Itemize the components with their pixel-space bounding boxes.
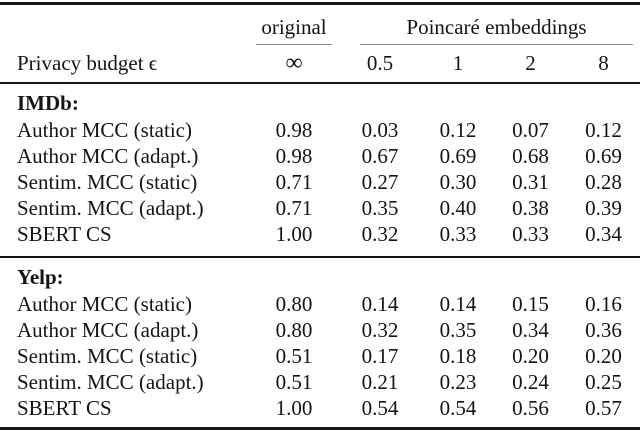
cell-value: 0.34 bbox=[512, 318, 549, 342]
row-label: Sentim. MCC (adapt.) bbox=[17, 370, 204, 394]
cell-value: 0.67 bbox=[361, 144, 399, 168]
cell-value: 0.54 bbox=[361, 396, 399, 420]
cell-value: 0.54 bbox=[439, 396, 477, 420]
cell-value: 0.14 bbox=[361, 292, 399, 316]
table-row: Author MCC (static) 0.80 0.14 0.14 0.15 … bbox=[0, 291, 640, 317]
epsilon-1: 1 bbox=[422, 45, 494, 84]
cell-value: 0.07 bbox=[512, 118, 549, 142]
cell-value: 1.00 bbox=[275, 396, 313, 420]
table-row: Author MCC (adapt.) 0.80 0.32 0.35 0.34 … bbox=[0, 317, 640, 343]
cell-value: 0.03 bbox=[361, 118, 399, 142]
row-label: Sentim. MCC (static) bbox=[17, 170, 198, 194]
epsilon-0-5: 0.5 bbox=[338, 45, 422, 84]
cell-value: 0.35 bbox=[361, 196, 399, 220]
cell-value: 0.38 bbox=[512, 196, 549, 220]
row-label: Author MCC (adapt.) bbox=[17, 144, 199, 168]
table-row: SBERT CS 1.00 0.54 0.54 0.56 0.57 bbox=[0, 395, 640, 427]
table-row: Sentim. MCC (adapt.) 0.71 0.35 0.40 0.38… bbox=[0, 195, 640, 221]
table-row: Sentim. MCC (static) 0.51 0.17 0.18 0.20… bbox=[0, 343, 640, 369]
original-group-header: original bbox=[256, 14, 332, 45]
cell-value: 0.25 bbox=[585, 370, 622, 394]
table-row: Author MCC (adapt.) 0.98 0.67 0.69 0.68 … bbox=[0, 143, 640, 169]
cell-value: 0.57 bbox=[585, 396, 622, 420]
cell-value: 0.23 bbox=[439, 370, 477, 394]
cell-value: 0.28 bbox=[585, 170, 622, 194]
cell-value: 0.15 bbox=[512, 292, 549, 316]
section-title-imdb: IMDb: bbox=[17, 91, 79, 115]
section-yelp: Yelp: Author MCC (static) 0.80 0.14 0.14… bbox=[0, 258, 640, 427]
cell-value: 0.80 bbox=[275, 318, 313, 342]
cell-value: 0.14 bbox=[439, 292, 477, 316]
column-group-original: original bbox=[250, 5, 338, 45]
table-row: SBERT CS 1.00 0.32 0.33 0.33 0.34 bbox=[0, 221, 640, 258]
row-label: Author MCC (static) bbox=[17, 118, 192, 142]
cell-value: 0.16 bbox=[585, 292, 622, 316]
section-title-yelp: Yelp: bbox=[17, 265, 64, 289]
cell-value: 0.33 bbox=[494, 221, 567, 258]
cell-value: 0.18 bbox=[439, 344, 477, 368]
cell-value: 0.30 bbox=[439, 170, 477, 194]
epsilon-2: 2 bbox=[494, 45, 567, 84]
cell-value: 0.39 bbox=[585, 196, 622, 220]
table-row: Sentim. MCC (adapt.) 0.51 0.21 0.23 0.24… bbox=[0, 369, 640, 395]
cell-value: 0.20 bbox=[585, 344, 622, 368]
privacy-budget-row: Privacy budget ϵ ∞ 0.5 1 2 8 bbox=[0, 45, 640, 84]
privacy-budget-label: Privacy budget ϵ bbox=[0, 45, 250, 84]
section-title-row: Yelp: bbox=[0, 258, 640, 291]
cell-value: 0.12 bbox=[439, 118, 477, 142]
empty-corner-cell bbox=[0, 5, 250, 45]
row-label: SBERT CS bbox=[0, 221, 250, 258]
cell-value: 0.68 bbox=[512, 144, 549, 168]
cell-value: 1.00 bbox=[250, 221, 338, 258]
section-imdb: IMDb: Author MCC (static) 0.98 0.03 0.12… bbox=[0, 84, 640, 258]
cell-value: 0.31 bbox=[512, 170, 549, 194]
row-label: Sentim. MCC (adapt.) bbox=[17, 196, 204, 220]
cell-value: 0.69 bbox=[585, 144, 622, 168]
row-label: Author MCC (static) bbox=[17, 292, 192, 316]
cell-value: 0.24 bbox=[512, 370, 549, 394]
cell-value: 0.71 bbox=[275, 196, 313, 220]
row-label: SBERT CS bbox=[17, 396, 112, 420]
row-label: Sentim. MCC (static) bbox=[17, 344, 198, 368]
column-group-row: original Poincaré embeddings bbox=[0, 5, 640, 45]
cell-value: 0.35 bbox=[439, 318, 477, 342]
table-header: original Poincaré embeddings Privacy bud… bbox=[0, 5, 640, 84]
cell-value: 0.56 bbox=[512, 396, 549, 420]
epsilon-infinity: ∞ bbox=[250, 45, 338, 84]
cell-value: 0.12 bbox=[585, 118, 622, 142]
cell-value: 0.20 bbox=[512, 344, 549, 368]
cell-value: 0.32 bbox=[361, 318, 399, 342]
cell-value: 0.51 bbox=[275, 370, 313, 394]
cell-value: 0.51 bbox=[275, 344, 313, 368]
cell-value: 0.17 bbox=[361, 344, 399, 368]
cell-value: 0.40 bbox=[439, 196, 477, 220]
cell-value: 0.33 bbox=[422, 221, 494, 258]
cell-value: 0.34 bbox=[567, 221, 640, 258]
poincare-group-header: Poincaré embeddings bbox=[360, 14, 634, 45]
cell-value: 0.98 bbox=[275, 118, 313, 142]
table-row: Sentim. MCC (static) 0.71 0.27 0.30 0.31… bbox=[0, 169, 640, 195]
cell-value: 0.36 bbox=[585, 318, 622, 342]
section-title-row: IMDb: bbox=[0, 84, 640, 117]
row-label: Author MCC (adapt.) bbox=[17, 318, 199, 342]
cell-value: 0.21 bbox=[361, 370, 399, 394]
table-row: Author MCC (static) 0.98 0.03 0.12 0.07 … bbox=[0, 117, 640, 143]
cell-value: 0.98 bbox=[275, 144, 313, 168]
cell-value: 0.71 bbox=[275, 170, 313, 194]
cell-value: 0.27 bbox=[361, 170, 399, 194]
column-group-poincare: Poincaré embeddings bbox=[338, 5, 640, 45]
cell-value: 0.80 bbox=[275, 292, 313, 316]
epsilon-8: 8 bbox=[567, 45, 640, 84]
cell-value: 0.32 bbox=[338, 221, 422, 258]
cell-value: 0.69 bbox=[439, 144, 477, 168]
